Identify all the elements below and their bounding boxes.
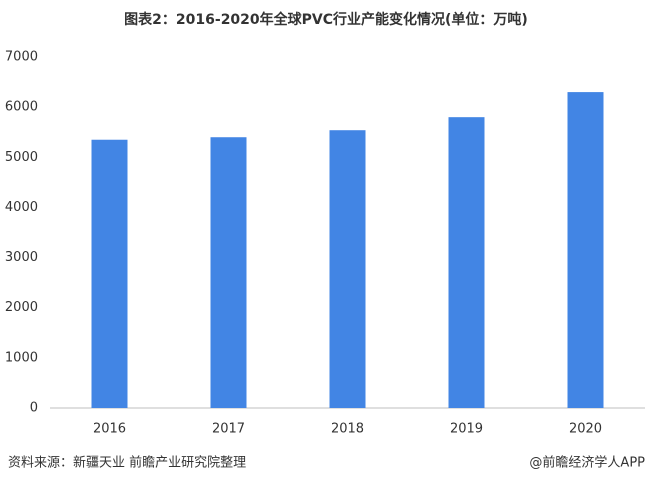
x-tick-label: 2020	[569, 422, 602, 437]
bar	[329, 130, 366, 409]
x-tick-label: 2018	[331, 422, 364, 437]
y-tick-label: 5000	[5, 150, 38, 165]
y-tick-label: 4000	[5, 200, 38, 215]
x-tick-label: 2017	[212, 422, 245, 437]
y-tick-label: 7000	[5, 50, 38, 65]
x-tick-label: 2019	[450, 422, 483, 437]
y-tick-label: 3000	[5, 250, 38, 265]
y-tick-label: 2000	[5, 300, 38, 315]
bar	[91, 139, 128, 408]
y-tick-label: 0	[30, 401, 38, 416]
bar	[448, 117, 485, 409]
x-tick-label: 2016	[93, 422, 126, 437]
y-tick-label: 6000	[5, 100, 38, 115]
bar	[567, 92, 604, 408]
credit: @前瞻经济学人APP	[529, 455, 645, 471]
source-note: 资料来源：新疆天业 前瞻产业研究院整理	[8, 455, 246, 471]
chart-title: 图表2：2016-2020年全球PVC行业产能变化情况(单位：万吨)	[124, 11, 528, 28]
bar	[210, 137, 247, 408]
y-tick-label: 1000	[5, 350, 38, 365]
